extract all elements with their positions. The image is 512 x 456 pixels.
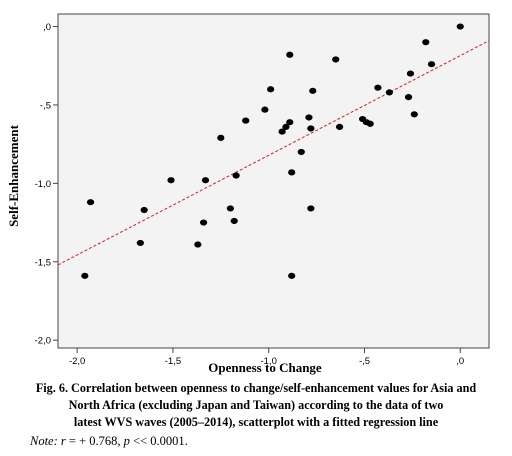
data-points [81,23,464,279]
scatter-point [242,117,250,124]
scatter-point [410,111,418,118]
scatter-point [278,128,286,135]
figure-caption: Fig. 6. Correlation between openness to … [0,380,512,431]
scatter-point [374,84,382,91]
note-p-value: << 0.0001. [129,434,188,448]
x-tick-label: -1,0 [261,356,277,367]
scatter-point [288,272,296,279]
y-tick-label: -1,0 [35,179,51,190]
y-tick-label: -2,0 [35,336,51,347]
caption-line-2: North Africa (excluding Japan and Taiwan… [68,398,444,412]
note-label: Note: [30,434,58,448]
scatter-point [226,205,234,212]
caption-line-1: Fig. 6. Correlation between openness to … [35,381,477,395]
scatter-point [309,87,317,94]
x-tick-label: -2,0 [69,356,85,367]
x-tick-label: ,0 [456,356,464,367]
scatter-point [305,114,313,121]
x-axis: -2,0 -1,5 -1,0 -,5 ,0 [69,348,464,367]
regression-fit-line [57,40,490,266]
scatter-point [217,134,225,141]
scatter-point [335,123,344,131]
scatter-point [456,23,464,30]
scatter-point [199,219,208,226]
scatter-point [86,199,95,206]
scatter-point [282,123,290,131]
scatter-point [81,272,89,279]
plot-area [57,13,490,349]
scatter-point [404,94,413,101]
scatter-point [194,241,202,248]
scatter-point [286,51,294,58]
y-tick-label: ,0 [43,22,51,33]
scatter-point [406,70,415,77]
scatter-point [307,125,315,132]
x-axis-label: Openness to Change [208,360,322,375]
scatter-point [230,217,238,225]
scatter-chart: -2,0 -1,5 -1,0 -,5 ,0 ,0 -,5 -1,0 -1,5 -2,0 Open… [6,13,490,375]
note-r-symbol: r [60,434,66,448]
scatter-point [201,177,210,184]
scatter-point [422,39,430,46]
y-tick-label: -,5 [40,100,51,111]
scatter-point [427,61,436,68]
scatter-point [261,106,269,113]
figure-note: Note: r = + 0.768, p << 0.0001. [30,434,188,449]
scatter-point [267,86,275,93]
scatter-point [307,205,315,212]
y-axis: ,0 -,5 -1,0 -1,5 -2,0 [35,22,58,347]
scatter-point [297,148,305,156]
scatter-point [288,169,296,176]
caption-line-3: latest WVS waves (2005–2014), scatterplo… [73,415,439,429]
scatter-point [366,120,374,127]
y-tick-label: -1,5 [35,257,51,268]
x-tick-label: -,5 [359,356,370,367]
scatter-point [332,56,340,63]
y-axis-label: Self-Enhancement [6,124,21,227]
scatter-point [232,172,240,179]
scatter-point [286,119,294,126]
note-r-value: = + 0.768, [65,434,124,448]
x-tick-label: -1,5 [165,356,181,367]
scatter-point [136,239,144,247]
scatter-point [140,206,148,214]
note-p-symbol: p [123,434,130,448]
scatter-point [167,177,175,184]
scatter-point [385,89,393,96]
